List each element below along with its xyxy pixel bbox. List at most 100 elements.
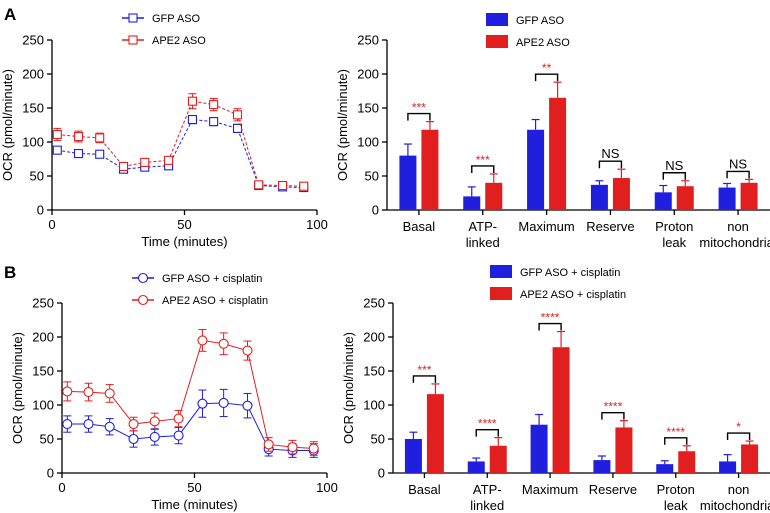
b-line-data-point (173, 413, 184, 424)
a-line-data-point (277, 180, 288, 191)
b-line-y-tick-label: 0 (47, 466, 54, 481)
a-bar-legend-swatch (486, 13, 508, 26)
a-bar-significance-bracket (407, 112, 431, 121)
chart-a-line: 0 50 100 150 200 250 OCR (pmol/minute) 0 50 100 Ti… (0, 13, 328, 249)
b-line-data-point (104, 388, 115, 399)
a-line-data-point (299, 181, 309, 191)
b-bar-significance-bracket (601, 411, 625, 420)
b-line-series-1 (62, 329, 319, 456)
b-bar-legend-swatch (490, 265, 512, 278)
b-line-y-tick-label: 250 (32, 296, 54, 311)
a-bar-significance-label: NS (601, 146, 619, 161)
a-bar-significance-label: NS (665, 158, 683, 173)
b-bar-significance-label: **** (604, 400, 623, 414)
b-line-legend-swatch-marker (137, 272, 149, 284)
b-bar-category-label: Basal (408, 482, 441, 497)
b-bar-significance-label: **** (666, 425, 685, 439)
a-bar-y-tick-label: 0 (372, 203, 379, 218)
a-bar-bar (740, 182, 758, 210)
b-line-x-axis-label: Time (minutes) (151, 497, 237, 512)
a-bar-bar (527, 129, 545, 210)
a-line-data-point (52, 145, 62, 155)
b-line-y-axis-label: OCR (pmol/minute) (10, 332, 25, 444)
a-bar-category-label: Reserve (586, 219, 634, 234)
b-bar-significance-label: **** (478, 417, 497, 431)
a-line-y-tick-label: 100 (22, 135, 44, 150)
b-bar-category-label: mitochondrial (700, 498, 770, 513)
b-line-data-point (62, 418, 73, 430)
b-bar-y-tick-label: 150 (363, 364, 385, 379)
a-bar-category-label: leak (662, 235, 686, 250)
a-line-y-axis-label: OCR (pmol/minute) (0, 69, 15, 181)
b-line-data-point (263, 439, 274, 450)
b-bar-significance-label: **** (541, 311, 560, 325)
a-bar-category-label: non (727, 219, 749, 234)
b-line-data-point (197, 335, 208, 346)
b-bar-y-tick-label: 200 (363, 330, 385, 345)
a-bar-bar (590, 184, 608, 210)
b-line-data-point (149, 416, 160, 427)
a-bar-category-label: Maximum (518, 219, 574, 234)
a-line-y-tick-label: 0 (37, 203, 44, 218)
a-line-data-point (209, 117, 219, 127)
b-bar-y-tick-label: 100 (363, 398, 385, 413)
b-line-data-point (83, 387, 94, 398)
a-bar-category-label: Basal (403, 219, 436, 234)
a-line-data-point (119, 161, 129, 172)
a-bar-y-tick-label: 100 (357, 135, 379, 150)
a-bar-bar (654, 192, 672, 210)
b-line-y-tick-label: 100 (32, 398, 54, 413)
a-bar-bar (463, 196, 481, 210)
b-bar-bar (615, 427, 633, 473)
a-bar-category-label: mitochondrial (699, 235, 770, 250)
b-line-series-line (67, 339, 314, 450)
b-bar-bar (719, 461, 737, 473)
b-bar-bar (404, 439, 422, 473)
a-bar-legend-label: APE2 ASO (516, 37, 570, 49)
a-bar-y-tick-label: 150 (357, 101, 379, 116)
panel-label-b: B (4, 263, 16, 282)
a-bar-bar (421, 129, 439, 210)
a-line-data-point (209, 100, 219, 110)
a-bar-category-label: linked (466, 235, 500, 250)
a-bar-significance-bracket (471, 165, 495, 173)
a-bar-significance-bracket (534, 73, 559, 82)
b-line-data-point (308, 443, 319, 454)
a-line-y-tick-label: 200 (22, 67, 44, 82)
b-bar-significance-bracket (726, 432, 751, 441)
b-bar-category-label: leak (664, 498, 688, 513)
b-line-y-tick-label: 50 (40, 432, 54, 447)
b-bar-category-label: non (728, 482, 750, 497)
b-bar-significance-label: * (736, 420, 741, 434)
a-bar-significance-label: ** (542, 61, 552, 75)
a-line-data-point (140, 157, 150, 167)
a-bar-y-tick-label: 250 (357, 33, 379, 48)
a-bar-significance-bracket (598, 160, 623, 169)
a-bar-category-label: Proton (655, 219, 693, 234)
b-bar-bar (741, 444, 759, 473)
a-line-data-point (187, 96, 197, 106)
a-line-series-line (57, 119, 304, 189)
b-bar-significance-bracket (412, 375, 437, 383)
b-bar-bar (593, 460, 611, 473)
a-line-data-point (187, 115, 197, 125)
a-line-y-tick-label: 250 (22, 33, 44, 48)
b-line-x-tick-label: 50 (187, 480, 201, 495)
panel-label-a: A (4, 5, 16, 24)
a-bar-y-tick-label: 50 (365, 169, 379, 184)
chart-b-line: 0 50 100 150 200 250 OCR (pmol/minute) 0 50 100 Ti… (10, 272, 338, 512)
b-bar-bar (467, 461, 485, 473)
b-line-data-point (149, 431, 160, 443)
a-bar-bar (676, 186, 694, 210)
a-bar-significance-bracket (726, 170, 750, 179)
b-line-x-tick-label: 0 (58, 480, 65, 495)
b-bar-category-label: linked (470, 498, 504, 513)
b-bar-y-tick-label: 50 (371, 432, 385, 447)
a-bar-significance-label: NS (729, 156, 747, 171)
a-line-data-point (52, 129, 62, 140)
a-bar-bar (549, 97, 567, 210)
b-bar-legend-label: GFP ASO + cisplatin (520, 267, 620, 279)
a-line-data-point (164, 155, 174, 165)
